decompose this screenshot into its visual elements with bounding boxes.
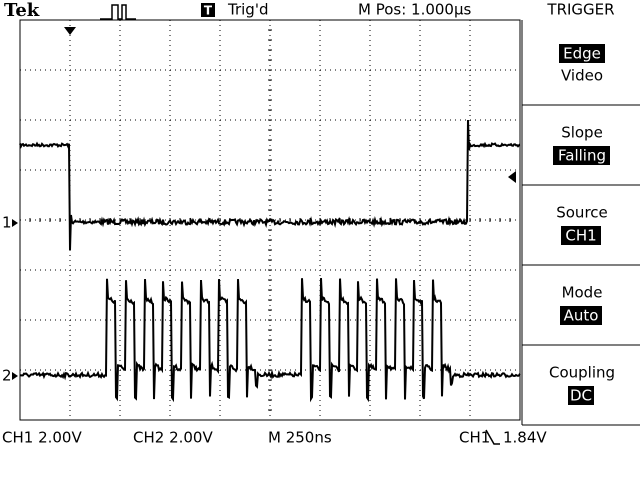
brand: Tek xyxy=(4,0,40,21)
menu-label[interactable]: Slope xyxy=(561,124,603,142)
selected-highlight xyxy=(559,44,605,63)
ch1-trace xyxy=(19,119,521,251)
menu-value[interactable]: Falling xyxy=(558,147,606,165)
menu-option[interactable]: Video xyxy=(561,67,603,85)
ch1-marker: 1 xyxy=(2,214,12,232)
timebase: M 250ns xyxy=(268,429,332,447)
menu-value[interactable]: Auto xyxy=(564,307,599,325)
trigger-status: Trig'd xyxy=(227,1,268,19)
menu-title: TRIGGER xyxy=(546,1,614,19)
ch2-marker: 2 xyxy=(2,367,12,385)
menu-value[interactable]: DC xyxy=(570,387,592,405)
horizontal-position: M Pos: 1.000µs xyxy=(358,1,472,19)
menu-value[interactable]: CH1 xyxy=(565,227,596,245)
value-highlight xyxy=(568,386,594,405)
menu-label[interactable]: Source xyxy=(556,204,608,222)
trigger-icon-box xyxy=(201,3,215,17)
ch2-marker-arrow xyxy=(12,372,18,380)
trigger-menu: Edge Video Slope Falling Source CH1 Mode… xyxy=(521,20,640,426)
value-highlight xyxy=(553,146,610,165)
ch2-scale: CH2 2.00V xyxy=(133,429,213,447)
trigger-level-marker xyxy=(508,171,516,183)
graticule-border xyxy=(19,19,521,421)
menu-label[interactable]: Coupling xyxy=(549,364,615,382)
falling-edge-icon xyxy=(485,429,500,445)
menu-option-selected[interactable]: Edge xyxy=(563,45,601,63)
acquisition-icon xyxy=(100,4,136,20)
value-highlight xyxy=(561,226,601,245)
trigger-level: 1.84V xyxy=(503,429,547,447)
trigger-icon: T xyxy=(204,4,213,18)
trigger-source: CH1 xyxy=(459,429,490,447)
value-highlight xyxy=(560,306,602,325)
trigger-position-marker xyxy=(64,27,76,35)
menu-label[interactable]: Mode xyxy=(562,284,603,302)
ch2-trace xyxy=(19,278,521,403)
ch1-marker-arrow xyxy=(12,219,18,227)
ch1-scale: CH1 2.00V xyxy=(2,429,82,447)
